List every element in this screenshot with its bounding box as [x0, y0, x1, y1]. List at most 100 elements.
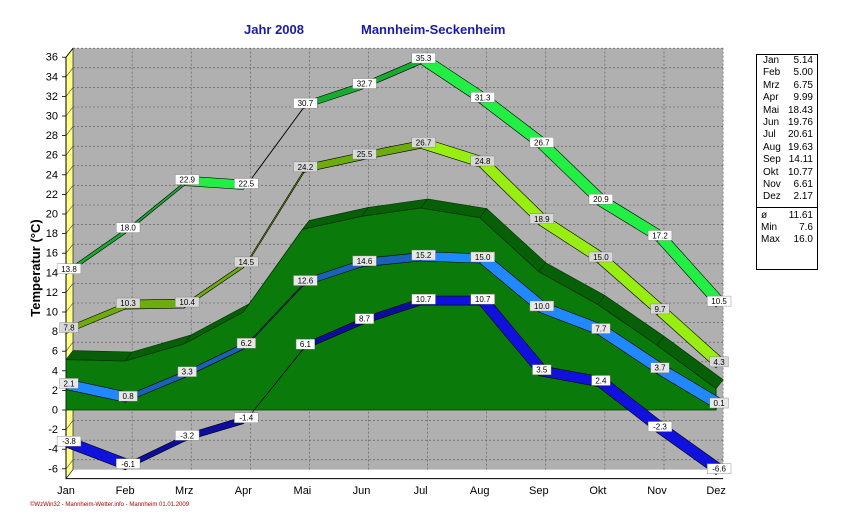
gridline-side [65, 459, 74, 469]
legend-row-okt: Okt 10.77 [757, 167, 817, 179]
legend-month-label: Dez [763, 191, 781, 203]
abs_min-value-label: 10.7 [416, 295, 432, 304]
legend-row-mai: Mai 18.43 [757, 105, 817, 117]
legend-row-mrz: Mrz 6.75 [757, 80, 817, 92]
abs_min-value-label: 3.5 [536, 366, 548, 375]
axis-top-edge [65, 47, 74, 58]
x-tick-label: Aug [470, 485, 490, 497]
legend-month-label: Sep [763, 154, 781, 166]
abs_min-value-label-bg [295, 339, 315, 350]
monthly-mean-legend: Jan 5.14 Feb 5.00 Mrz 6.75 Apr 9.99 Mai 18.43 Jun 1… [756, 54, 818, 270]
mean_max-value-label-bg [175, 296, 200, 308]
mean_min-value-label-bg [470, 251, 495, 263]
abs_max-value-label: 31.3 [475, 93, 491, 102]
y-tick-label: 12 [46, 287, 58, 299]
gridline-side [65, 342, 74, 352]
legend-row-nov: Nov 6.61 [757, 179, 817, 191]
legend-month-label: Apr [763, 92, 779, 104]
mean_min-value-label: 15.0 [475, 253, 491, 262]
gridline-side [65, 87, 74, 97]
abs_min-value-label: 10.7 [475, 295, 491, 304]
mean_max-value-label: 24.8 [475, 157, 491, 166]
abs_max-value-label-bg [588, 193, 613, 205]
mean_min-value-label: 14.6 [357, 257, 373, 266]
abs_min-value-label-bg [56, 436, 82, 447]
y-tick-label: 14 [46, 267, 58, 279]
mean_max-value-label-bg [709, 356, 729, 368]
legend-row-feb: Feb 5.00 [757, 67, 817, 79]
legend-month-label: Okt [763, 166, 779, 178]
mean_min-value-label: 3.7 [654, 364, 666, 373]
legend-row-aug: Aug 19.63 [757, 142, 817, 154]
legend-row-jul: Jul 20.61 [757, 129, 817, 141]
legend-row-jun: Jun 19.76 [757, 117, 817, 129]
legend-stat-label: Min [761, 221, 778, 233]
mean_max-value-label: 25.5 [357, 150, 373, 159]
mean_min-value-label: 10.0 [534, 302, 550, 311]
mean_max-value-label-bg [529, 213, 554, 224]
abs_max-value-label-bg [470, 92, 495, 103]
abs_max-value-label-bg [707, 295, 732, 307]
mean_max-value-label: 10.3 [120, 299, 136, 308]
legend-month-value: 2.17 [793, 191, 813, 203]
mean_max-value-label: 9.7 [654, 305, 666, 314]
mean_min-value-label-bg [529, 300, 554, 312]
abs_min-value-label-bg [115, 458, 141, 469]
y-tick-label: 30 [46, 111, 58, 123]
legend-stat-value: 7.6 [799, 221, 813, 233]
legend-month-value: 19.63 [787, 141, 813, 153]
abs_min-value-label-bg [707, 463, 732, 474]
abs_min-value-label-bg [355, 313, 375, 324]
abs_min-value-label-bg [647, 421, 673, 432]
legend-stat-0: ø 11.61 [757, 210, 817, 222]
gridline-side [65, 283, 74, 293]
abs_max-value-label: 20.9 [593, 195, 609, 204]
y-tick-label: 2 [52, 385, 58, 397]
y-tick-label: 0 [52, 405, 58, 417]
abs_min-value-label: -2.3 [653, 423, 667, 432]
legend-month-label: Mai [763, 104, 780, 116]
y-tick-label: 4 [52, 365, 58, 377]
mean_max-value-label-bg [470, 155, 495, 167]
gridline-side [65, 244, 74, 254]
mean_min-value-label: 0.1 [714, 399, 726, 408]
gridline-side [65, 204, 74, 215]
x-tick-label: Jan [57, 485, 75, 497]
mean_max-value-label: 18.9 [534, 215, 550, 224]
mean_max-value-label: 4.3 [714, 358, 726, 367]
gridline-side [65, 146, 74, 156]
mean_min-value-label: 6.2 [241, 339, 253, 348]
abs_min-value-label-bg [470, 293, 495, 305]
mean_max-value-label-bg [293, 161, 318, 173]
mean_max-value-label-bg [411, 137, 436, 148]
gridline-side [65, 224, 74, 234]
legend-separator [757, 206, 817, 208]
x-tick-label: Nov [647, 485, 667, 497]
gridline-side [65, 420, 74, 430]
x-tick-label: Sep [529, 485, 549, 497]
mean_max-value-label-bg [352, 148, 377, 160]
legend-month-value: 19.76 [787, 116, 813, 128]
temperature-chart: -6-4-2024681012141618202224262830323436T… [28, 47, 732, 497]
mean_min-value-label: 3.3 [182, 368, 194, 377]
legend-month-label: Aug [763, 141, 781, 153]
gridline-side [65, 126, 74, 136]
abs_max-value-label: 26.7 [534, 138, 550, 147]
abs_min-value-label: -3.2 [180, 431, 194, 440]
mean_min-value-label-bg [177, 366, 197, 377]
abs_min-value-label-bg [234, 412, 259, 423]
abs_min-value-label: 2.4 [595, 376, 607, 385]
legend-month-label: Jan [763, 55, 780, 66]
y-tick-label: -4 [48, 444, 58, 456]
legend-row-sep: Sep 14.11 [757, 154, 817, 166]
chart-side-wall [65, 47, 74, 480]
y-tick-label: 24 [46, 169, 58, 181]
x-tick-label: Dez [706, 485, 726, 497]
legend-month-label: Nov [763, 178, 781, 190]
abs_min-value-label: -3.8 [62, 437, 76, 446]
abs_max-value-label: 13.8 [61, 265, 77, 274]
mean_min-value-label: 12.6 [298, 277, 314, 286]
y-tick-label: 22 [46, 189, 58, 201]
legend-month-label: Jul [763, 129, 776, 141]
mean_min-value-label: 2.1 [63, 379, 75, 388]
